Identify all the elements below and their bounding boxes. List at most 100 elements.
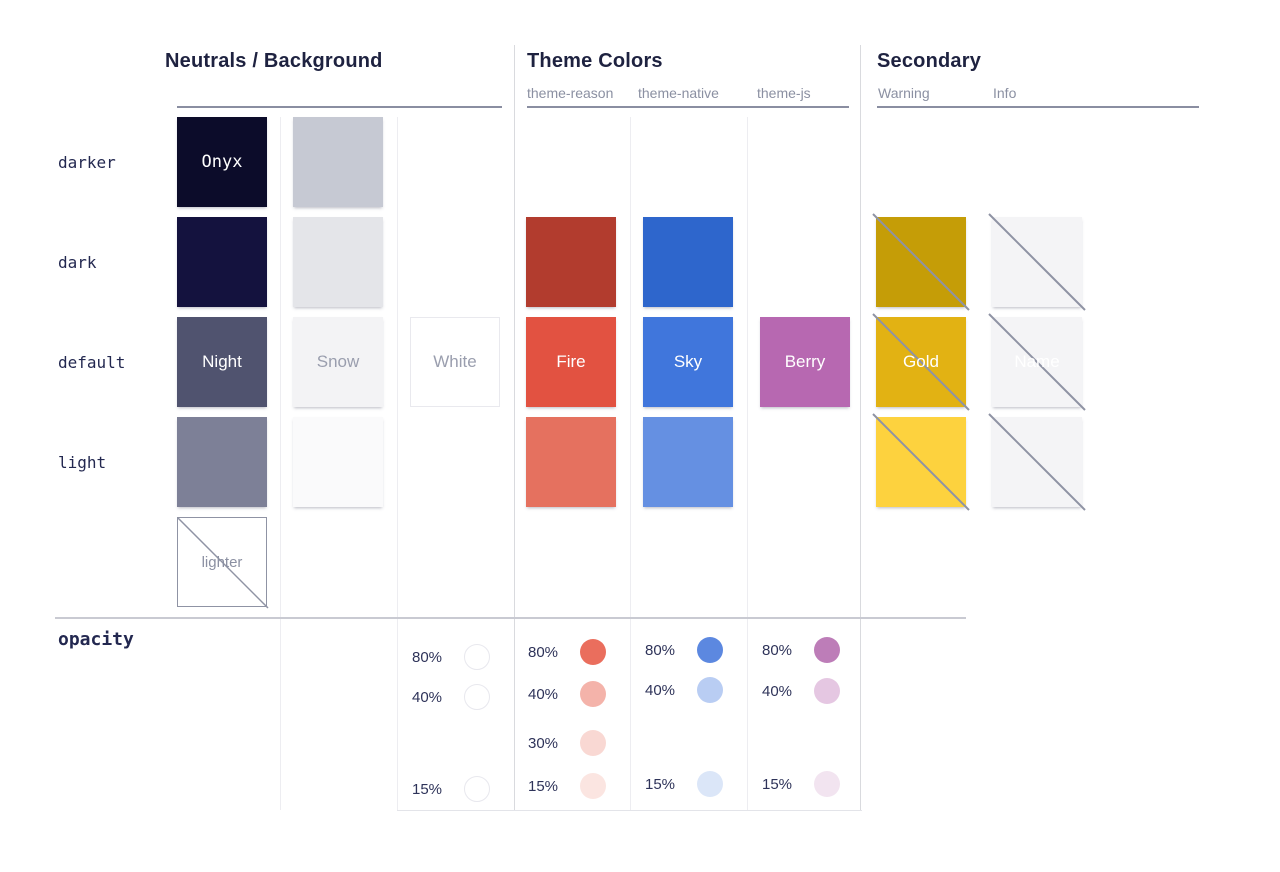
opacity-percent-label: 40%	[412, 688, 443, 706]
opacity-dot	[814, 678, 840, 704]
swatch-neutral-1-default: Night	[177, 317, 267, 407]
swatch-warning-default: Gold	[872, 313, 970, 411]
swatch-name-label: Onyx	[201, 152, 243, 172]
opacity-percent-label: 15%	[645, 775, 676, 793]
section-divider-secondary	[860, 45, 861, 810]
subcolumn-theme-reason: theme-reason	[527, 85, 614, 101]
opacity-dot	[580, 681, 606, 707]
subcolumn-theme-native: theme-native	[638, 85, 719, 101]
diagonal-strike-icon	[872, 313, 970, 411]
swatch-neutral-2-light	[293, 417, 383, 507]
opacity-dot	[464, 644, 490, 670]
swatch-white-default: White	[410, 317, 500, 407]
diagonal-strike-icon	[177, 517, 269, 609]
swatch-neutral-2-default: Snow	[293, 317, 383, 407]
opacity-step-theme-native: 80%	[643, 636, 723, 664]
swatch-name-label: Berry	[784, 352, 826, 371]
subcolumn-theme-js: theme-js	[757, 85, 811, 101]
swatch-theme-reason-default: Fire	[526, 317, 616, 407]
swatch-neutral-2-dark	[293, 217, 383, 307]
neutrals-header-rule	[177, 106, 502, 108]
row-label-dark: dark	[58, 252, 97, 272]
opacity-dot	[697, 677, 723, 703]
neutrals-section-title: Neutrals / Background	[165, 50, 383, 72]
opacity-percent-label: 30%	[528, 734, 559, 752]
diagonal-strike-icon	[988, 313, 1086, 411]
swatch-theme-reason-dark	[526, 217, 616, 307]
swatch-neutral-1-lighter: lighter	[177, 517, 269, 609]
opacity-dot	[580, 730, 606, 756]
subcolumn-info: Info	[993, 85, 1017, 101]
opacity-percent-label: 40%	[762, 682, 793, 700]
opacity-dot	[580, 639, 606, 665]
opacity-step-theme-js: 15%	[760, 770, 840, 798]
swatch-neutral-1-light	[177, 417, 267, 507]
swatch-warning-light	[872, 413, 970, 511]
opacity-dot	[697, 771, 723, 797]
opacity-step-theme-reason: 40%	[526, 680, 606, 708]
swatch-name-label: Gold	[903, 352, 939, 371]
opacity-percent-label: 80%	[412, 648, 443, 666]
opacity-step-theme-reason: 80%	[526, 638, 606, 666]
column-hairline	[747, 117, 748, 810]
swatch-theme-native-dark	[643, 217, 733, 307]
swatch-neutral-2-darker	[293, 117, 383, 207]
opacity-percent-label: 15%	[412, 780, 443, 798]
opacity-dot	[814, 637, 840, 663]
opacity-dot	[464, 776, 490, 802]
column-hairline	[630, 117, 631, 810]
opacity-step-theme-reason: 15%	[526, 772, 606, 800]
row-label-darker: darker	[58, 152, 116, 172]
swatch-neutral-1-dark	[177, 217, 267, 307]
row-label-light: light	[58, 452, 107, 472]
secondary-section-title: Secondary	[877, 50, 982, 72]
opacity-step-theme-native: 40%	[643, 676, 723, 704]
secondary-header-rule	[877, 106, 1199, 108]
subcolumn-warning: Warning	[878, 85, 930, 101]
swatch-name-label: lighter	[201, 553, 243, 571]
opacity-step-white: 40%	[410, 683, 490, 711]
swatch-info-light	[988, 413, 1086, 511]
opacity-percent-label: 40%	[645, 681, 676, 699]
swatch-theme-native-default: Sky	[643, 317, 733, 407]
opacity-step-theme-js: 80%	[760, 636, 840, 664]
diagonal-strike-icon	[872, 413, 970, 511]
column-hairline	[397, 117, 398, 810]
opacity-percent-label: 80%	[645, 641, 676, 659]
column-hairline	[280, 117, 281, 810]
opacity-step-white: 80%	[410, 643, 490, 671]
opacity-percent-label: 80%	[762, 641, 793, 659]
opacity-percent-label: 15%	[528, 777, 559, 795]
swatch-theme-js-default: Berry	[760, 317, 850, 407]
swatch-name-label: Sky	[673, 352, 703, 371]
opacity-step-white: 15%	[410, 775, 490, 803]
swatch-neutral-1-darker: Onyx	[177, 117, 267, 207]
opacity-percent-label: 15%	[762, 775, 793, 793]
swatch-theme-native-light	[643, 417, 733, 507]
diagonal-strike-icon	[872, 213, 970, 311]
theme-colors-section-title: Theme Colors	[527, 50, 663, 72]
swatch-name-label: White	[433, 352, 477, 371]
swatch-name-label: Fire	[556, 352, 586, 371]
swatch-name-label: Snow	[316, 352, 360, 371]
opacity-dot	[814, 771, 840, 797]
grid-bottom-hairline	[397, 810, 862, 811]
swatch-info-default: Name	[988, 313, 1086, 411]
section-divider-theme	[514, 45, 515, 810]
swatch-info-dark	[988, 213, 1086, 311]
row-label-default: default	[58, 352, 126, 372]
diagonal-strike-icon	[988, 413, 1086, 511]
opacity-dot	[580, 773, 606, 799]
opacity-dot	[464, 684, 490, 710]
diagonal-strike-icon	[988, 213, 1086, 311]
swatch-name-label: Name	[1014, 352, 1060, 371]
opacity-top-rule	[55, 617, 966, 619]
opacity-percent-label: 80%	[528, 643, 559, 661]
opacity-step-theme-reason: 30%	[526, 729, 606, 757]
swatch-theme-reason-light	[526, 417, 616, 507]
swatch-name-label: Night	[202, 352, 242, 371]
swatch-warning-dark	[872, 213, 970, 311]
opacity-percent-label: 40%	[528, 685, 559, 703]
theme-header-rule	[527, 106, 849, 108]
opacity-step-theme-native: 15%	[643, 770, 723, 798]
